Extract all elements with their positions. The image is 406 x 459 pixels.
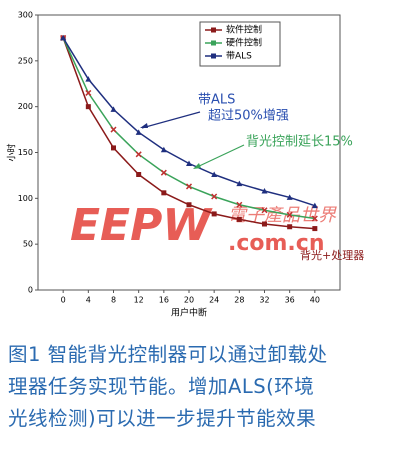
point [236,201,243,208]
x-tick-label: 28 [234,296,244,305]
x-tick-label: 24 [209,296,219,305]
x-tick-label: 0 [61,296,66,305]
point [261,207,268,214]
y-tick-label: 0 [28,286,33,295]
y-tick-label: 300 [18,11,33,20]
x-axis-label: 用户中断 [171,307,207,319]
y-tick-label: 50 [23,240,33,249]
point [161,190,167,196]
point [85,104,91,110]
point [311,202,318,209]
point [85,76,92,82]
point [111,145,116,151]
arrow [194,144,245,169]
x-tick-label: 4 [86,296,91,305]
watermark-logo: EEPW [70,200,213,251]
y-tick-label: 200 [18,102,33,111]
point [236,180,243,187]
point [186,160,192,166]
point [261,188,268,194]
point [312,226,318,232]
point [211,171,218,177]
point [211,211,217,217]
caption-line: 图1 智能背光控制器可以通过卸载处 [8,343,328,366]
point [287,224,293,230]
x-tick-label: 40 [310,296,320,305]
point [60,34,67,41]
point [311,215,318,222]
point [160,169,167,176]
legend-marker [211,53,216,59]
y-tick-label: 150 [18,148,33,157]
annotation: 背光+处理器 [300,248,364,262]
point [160,146,167,153]
y-tick-label: 250 [18,56,33,65]
point [85,89,92,96]
point [135,129,142,135]
x-tick-label: 32 [259,296,269,305]
annotation: 背光控制延长15% [246,135,353,150]
point [135,151,142,158]
caption-line: 理器任务实现节能。增加ALS(环境 [8,375,315,398]
legend-label: 硬件控制 [226,37,262,49]
y-tick-label: 100 [18,194,33,203]
point [110,106,117,112]
arrow [141,111,201,129]
x-tick-label: 16 [159,296,169,305]
point [110,126,117,133]
point [286,194,293,200]
y-axis-label: 小时 [6,143,18,161]
point [211,193,218,200]
watermark-domain: .com.cn [228,231,325,256]
legend-label: 软件控制 [226,24,262,36]
point [262,221,267,227]
annotation: 带ALS [198,93,235,108]
x-tick-label: 36 [285,296,295,305]
legend-marker [211,27,216,33]
legend-marker [211,40,216,46]
chart: 0 50 100 150 200 250 300 0 4 8 12 16 20 24 28 32 36 40 用户中… [6,11,365,319]
arrow-head [140,123,148,128]
point [185,183,193,190]
legend-label: 带ALS [226,51,252,62]
point [236,216,242,222]
point [186,202,192,208]
point [286,211,293,218]
annotation: 超过50%增强 [208,109,289,124]
x-tick-label: 20 [184,296,194,305]
x-tick-label: 12 [134,296,144,305]
point [136,172,142,177]
x-tick-label: 8 [111,296,116,305]
arrow-head [193,163,201,169]
caption-line: 光线检测)可以进一步提升节能效果 [8,407,317,430]
watermark-brand: 電子產品世界 [228,205,337,226]
